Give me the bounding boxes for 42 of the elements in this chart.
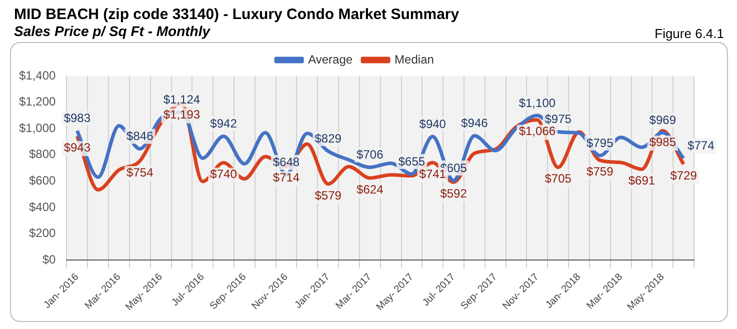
data-label: $648 <box>272 155 300 170</box>
data-label: $774 <box>688 138 715 153</box>
chart-title: MID BEACH (zip code 33140) - Luxury Condo Market Summary <box>14 6 460 23</box>
data-label: $592 <box>440 186 468 201</box>
data-label: $705 <box>544 172 572 186</box>
y-tick-label: $200 <box>29 226 56 240</box>
legend-label: Median <box>394 52 434 66</box>
y-tick-label: $800 <box>29 147 56 162</box>
data-label: $1,124 <box>163 92 200 107</box>
y-tick-label: $1,000 <box>19 120 56 135</box>
data-label: $943 <box>64 140 91 154</box>
y-tick-label: $400 <box>29 200 56 214</box>
data-label: $829 <box>314 131 342 146</box>
y-tick-label: $0 <box>42 252 56 266</box>
data-label: $706 <box>356 148 384 162</box>
y-tick-label: $600 <box>29 174 56 188</box>
data-label: $795 <box>586 136 614 150</box>
data-label: $946 <box>461 116 488 130</box>
data-label: $754 <box>126 165 154 180</box>
data-label: $740 <box>210 167 238 182</box>
data-label: $1,066 <box>518 124 556 138</box>
data-label: $983 <box>64 111 91 126</box>
data-label: $1,100 <box>518 96 556 110</box>
data-label: $1,193 <box>163 108 200 122</box>
data-label: $846 <box>126 129 154 144</box>
data-label: $940 <box>419 116 446 131</box>
y-tick-label: $1,400 <box>19 68 56 82</box>
data-label: $655 <box>398 154 426 168</box>
caption: Figure 6.4.1 <box>654 26 724 41</box>
data-label: $729 <box>670 168 698 183</box>
data-label: $942 <box>210 116 238 131</box>
chart-subtitle: Sales Price p/ Sq Ft - Monthly <box>14 23 210 39</box>
data-label: $969 <box>649 112 676 127</box>
legend-label: Average <box>308 52 353 66</box>
data-label: $691 <box>628 174 656 188</box>
y-tick-label: $1,200 <box>19 94 56 109</box>
data-label: $975 <box>544 112 572 126</box>
data-label: $624 <box>356 182 384 196</box>
data-label: $985 <box>649 134 676 149</box>
data-label: $579 <box>314 188 342 202</box>
data-label: $759 <box>586 164 614 179</box>
data-label: $714 <box>272 170 300 185</box>
